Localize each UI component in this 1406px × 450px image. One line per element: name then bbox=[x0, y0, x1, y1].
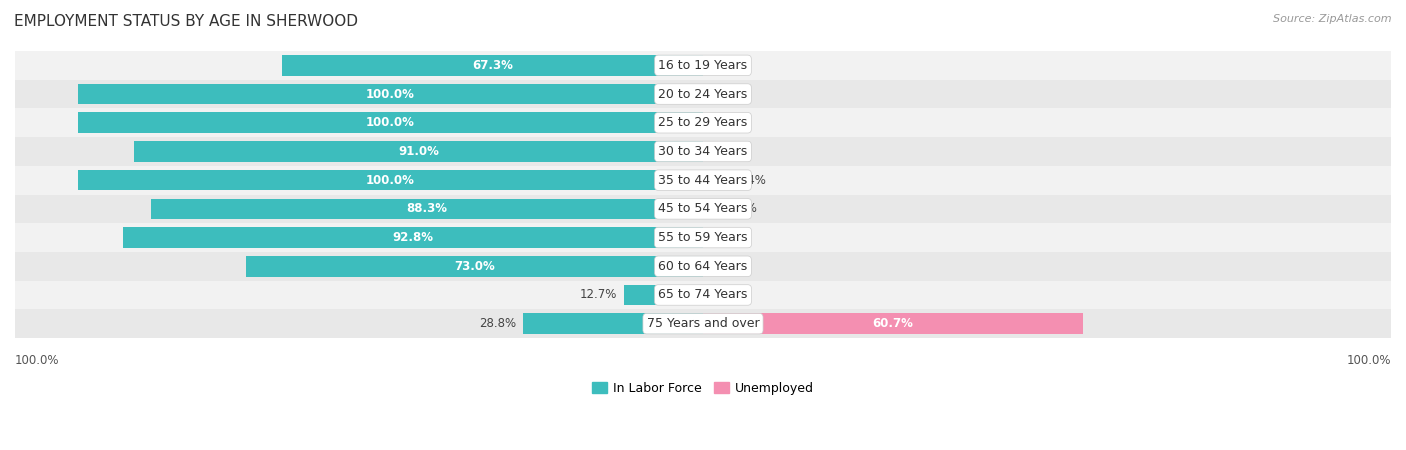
Bar bbox=[15, 51, 1391, 80]
Text: 55 to 59 Years: 55 to 59 Years bbox=[658, 231, 748, 244]
Text: 28.8%: 28.8% bbox=[479, 317, 516, 330]
Text: 4.4%: 4.4% bbox=[737, 174, 766, 187]
Bar bbox=[15, 309, 1391, 338]
Bar bbox=[122, 227, 703, 248]
Text: 2.9%: 2.9% bbox=[727, 202, 758, 216]
Text: 30 to 34 Years: 30 to 34 Years bbox=[658, 145, 748, 158]
Bar bbox=[77, 112, 703, 133]
Text: 0.0%: 0.0% bbox=[709, 88, 740, 100]
Text: 92.8%: 92.8% bbox=[392, 231, 433, 244]
Text: 60.7%: 60.7% bbox=[872, 317, 914, 330]
Text: 60 to 64 Years: 60 to 64 Years bbox=[658, 260, 748, 273]
Bar bbox=[703, 313, 1083, 334]
Text: 0.0%: 0.0% bbox=[709, 145, 740, 158]
Bar bbox=[703, 198, 721, 219]
Legend: In Labor Force, Unemployed: In Labor Force, Unemployed bbox=[592, 382, 814, 395]
Bar bbox=[523, 313, 703, 334]
Text: 75 Years and over: 75 Years and over bbox=[647, 317, 759, 330]
Text: 20 to 24 Years: 20 to 24 Years bbox=[658, 88, 748, 100]
Bar bbox=[283, 55, 703, 76]
Bar bbox=[77, 170, 703, 190]
Text: 0.0%: 0.0% bbox=[709, 59, 740, 72]
Text: 45 to 54 Years: 45 to 54 Years bbox=[658, 202, 748, 216]
Bar bbox=[246, 256, 703, 277]
Text: 65 to 74 Years: 65 to 74 Years bbox=[658, 288, 748, 302]
Bar bbox=[15, 137, 1391, 166]
Text: 0.0%: 0.0% bbox=[709, 260, 740, 273]
Text: 73.0%: 73.0% bbox=[454, 260, 495, 273]
Bar bbox=[15, 80, 1391, 108]
Bar bbox=[624, 285, 703, 305]
Text: 100.0%: 100.0% bbox=[1347, 354, 1391, 367]
Bar bbox=[15, 223, 1391, 252]
Text: 88.3%: 88.3% bbox=[406, 202, 447, 216]
Bar bbox=[15, 194, 1391, 223]
Text: 0.0%: 0.0% bbox=[709, 116, 740, 129]
Bar bbox=[15, 252, 1391, 281]
Text: 12.7%: 12.7% bbox=[579, 288, 617, 302]
Text: 0.0%: 0.0% bbox=[709, 288, 740, 302]
Bar bbox=[703, 170, 731, 190]
Bar bbox=[15, 281, 1391, 309]
Bar bbox=[15, 108, 1391, 137]
Text: 100.0%: 100.0% bbox=[366, 174, 415, 187]
Text: 91.0%: 91.0% bbox=[398, 145, 439, 158]
Bar bbox=[134, 141, 703, 162]
Text: 67.3%: 67.3% bbox=[472, 59, 513, 72]
Bar bbox=[15, 166, 1391, 194]
Text: 100.0%: 100.0% bbox=[366, 116, 415, 129]
Text: Source: ZipAtlas.com: Source: ZipAtlas.com bbox=[1274, 14, 1392, 23]
Text: EMPLOYMENT STATUS BY AGE IN SHERWOOD: EMPLOYMENT STATUS BY AGE IN SHERWOOD bbox=[14, 14, 359, 28]
Text: 100.0%: 100.0% bbox=[366, 88, 415, 100]
Bar bbox=[150, 198, 703, 219]
Text: 25 to 29 Years: 25 to 29 Years bbox=[658, 116, 748, 129]
Text: 0.0%: 0.0% bbox=[709, 231, 740, 244]
Bar bbox=[77, 84, 703, 104]
Text: 35 to 44 Years: 35 to 44 Years bbox=[658, 174, 748, 187]
Text: 100.0%: 100.0% bbox=[15, 354, 59, 367]
Text: 16 to 19 Years: 16 to 19 Years bbox=[658, 59, 748, 72]
